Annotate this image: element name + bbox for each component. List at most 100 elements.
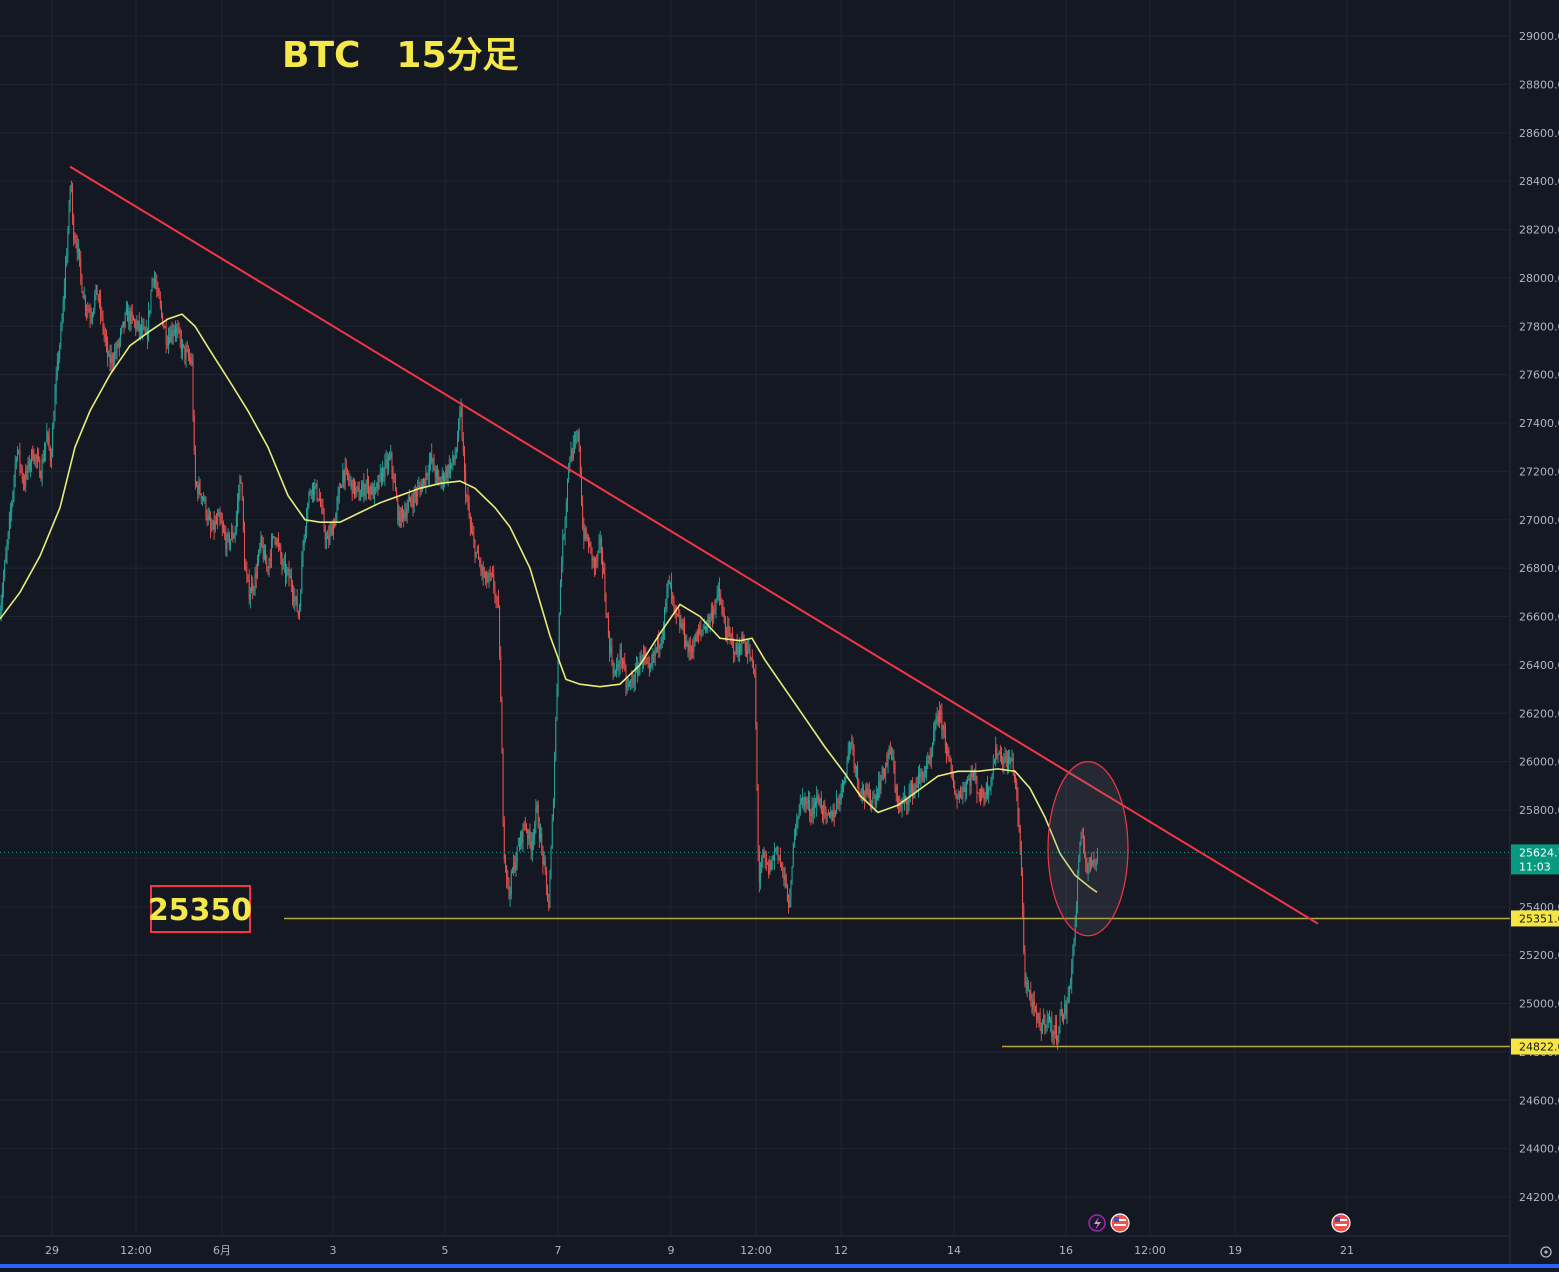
candle-body (308, 494, 309, 504)
candle-body (748, 649, 749, 650)
candle-body (390, 453, 391, 458)
candle-body (276, 539, 277, 544)
highlight-ellipse[interactable] (1048, 762, 1128, 936)
candle-body (549, 877, 550, 907)
candle-body (293, 596, 294, 602)
candle-body (974, 773, 975, 774)
candle-body (613, 662, 614, 673)
candle-body (446, 470, 447, 478)
candle-body (26, 471, 27, 473)
candle-body (346, 467, 347, 469)
candle-body (579, 432, 580, 447)
price-axis-label: 29000.0 (1519, 30, 1559, 43)
candle-body (692, 649, 693, 652)
candle-body (32, 450, 33, 459)
candle-body (1002, 763, 1003, 765)
price-axis-label: 25800.0 (1519, 804, 1559, 817)
candle-body (986, 784, 987, 799)
candle-body (448, 465, 449, 477)
candle-body (629, 682, 630, 684)
candle-body (36, 455, 37, 458)
candle-body (267, 567, 268, 568)
candle-body (275, 537, 276, 539)
candle-body (980, 797, 981, 800)
price-axis-label: 26200.0 (1519, 707, 1559, 720)
candle-body (883, 767, 884, 772)
price-axis-label: 25200.0 (1519, 949, 1559, 962)
candle-body (222, 523, 223, 526)
candle-body (384, 461, 385, 477)
candle-body (263, 546, 264, 559)
candle-body (587, 538, 588, 539)
candle-body (150, 291, 151, 310)
candle-body (363, 483, 364, 496)
candle-body (796, 820, 797, 827)
candle-body (429, 463, 430, 475)
candle-body (718, 588, 719, 590)
candle-body (361, 490, 362, 496)
candle-body (272, 536, 273, 540)
candle-body (399, 511, 400, 520)
candle-body (153, 279, 154, 280)
candle-body (205, 499, 206, 516)
candle-body (67, 232, 68, 255)
candle-body (208, 516, 209, 520)
candle-body (958, 795, 959, 798)
candle-body (198, 483, 199, 494)
candle-body (697, 632, 698, 642)
candle-body (689, 645, 690, 652)
price-axis-label: 24200.0 (1519, 1191, 1559, 1204)
candle-body (724, 614, 725, 623)
candle-body (725, 623, 726, 633)
candle-body (386, 459, 387, 460)
candle-body (867, 788, 868, 792)
candle-body (160, 298, 161, 305)
candle-body (934, 722, 935, 732)
candle-body (283, 563, 284, 566)
candle-body (335, 513, 336, 526)
price-axis-label: 28000.0 (1519, 272, 1559, 285)
candle-body (847, 760, 848, 776)
candle-body (104, 330, 105, 335)
candle-body (201, 494, 202, 499)
candle-body (252, 583, 253, 591)
candle-body (936, 722, 937, 723)
candle-body (1050, 1020, 1051, 1022)
candle-body (631, 679, 632, 680)
candle-body (617, 664, 618, 667)
candle-body (262, 536, 263, 546)
candle-body (539, 828, 540, 839)
us-flag-icon[interactable] (1332, 1214, 1350, 1232)
us-flag-icon[interactable] (1111, 1214, 1129, 1232)
candle-body (122, 321, 123, 326)
candle-body (464, 452, 465, 472)
flag-canton (1114, 1217, 1119, 1222)
candle-body (392, 453, 393, 470)
candle-body (555, 720, 556, 759)
candle-body (435, 471, 436, 478)
candle-body (483, 566, 484, 576)
candle-body (427, 473, 428, 476)
candle-body (235, 531, 236, 537)
candle-body (843, 781, 844, 784)
candle-body (69, 205, 70, 232)
candle-body (953, 777, 954, 787)
candle-body (595, 560, 596, 567)
candle-body (356, 487, 357, 488)
candle-body (869, 790, 870, 798)
candle-body (808, 800, 809, 803)
price-axis-label: 26800.0 (1519, 562, 1559, 575)
candle-body (865, 788, 866, 798)
candle-body (716, 600, 717, 609)
candle-body (680, 623, 681, 627)
candle-body (858, 780, 859, 792)
candle-body (493, 574, 494, 588)
candle-body (239, 479, 240, 494)
candle-body (366, 484, 367, 490)
candle-body (129, 311, 130, 324)
candle-body (994, 763, 995, 764)
candle-body (256, 574, 257, 577)
level-price-tag-label: 24822.0 (1519, 1041, 1559, 1054)
